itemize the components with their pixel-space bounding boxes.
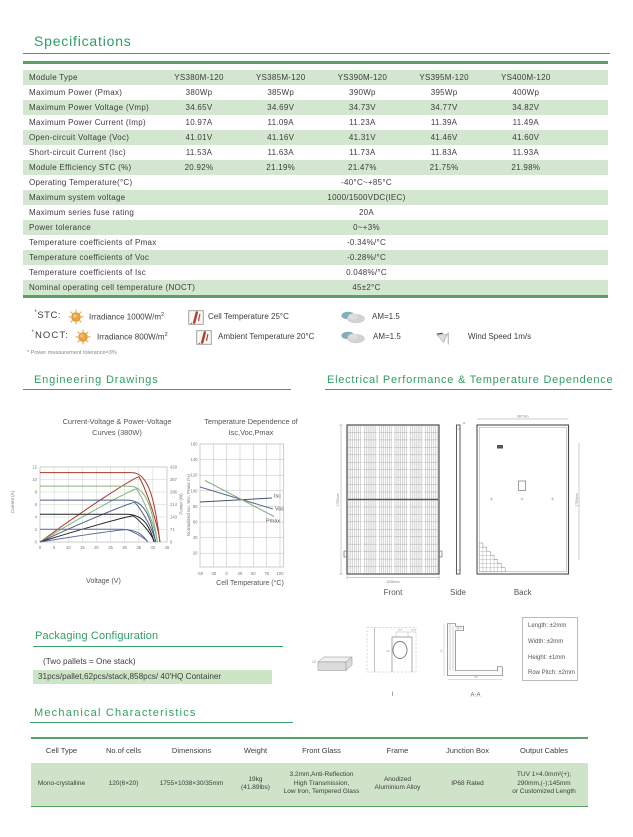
svg-text:60: 60 (193, 520, 198, 525)
svg-text:25: 25 (108, 545, 113, 550)
svg-text:-50: -50 (197, 571, 204, 576)
svg-text:143: 143 (170, 514, 178, 519)
svg-text:357: 357 (170, 477, 178, 482)
svg-text:120: 120 (191, 473, 199, 478)
svg-text:20: 20 (94, 545, 99, 550)
svg-text:20: 20 (193, 551, 198, 556)
svg-text:25: 25 (238, 571, 243, 576)
svg-text:140: 140 (191, 457, 199, 462)
svg-text:5.5: 5.5 (398, 628, 402, 632)
svg-text:100: 100 (276, 571, 284, 576)
svg-text:Current-Voltage & Power-Voltag: Current-Voltage & Power-Voltage (63, 417, 172, 426)
svg-text:Front: Front (384, 588, 403, 597)
svg-text:Pmax: Pmax (266, 519, 280, 525)
svg-text:0: 0 (225, 571, 228, 576)
svg-text:1755mm: 1755mm (575, 493, 579, 507)
svg-text:Back: Back (514, 588, 533, 597)
svg-text:987mm: 987mm (517, 415, 529, 419)
svg-text:30: 30 (122, 545, 127, 550)
svg-text:214: 214 (170, 502, 178, 507)
svg-text:429: 429 (170, 464, 178, 469)
svg-text:71: 71 (170, 527, 175, 532)
svg-text:Curves (380W): Curves (380W) (92, 428, 142, 437)
svg-text:12: 12 (312, 660, 316, 664)
svg-text:45: 45 (165, 545, 170, 550)
svg-text:Side: Side (450, 588, 467, 597)
svg-text:35: 35 (136, 545, 141, 550)
svg-text:50: 50 (251, 571, 256, 576)
svg-text:160: 160 (191, 442, 199, 447)
svg-text:8: 8 (35, 489, 38, 494)
svg-text:I: I (392, 692, 394, 698)
svg-text:286: 286 (170, 489, 178, 494)
svg-text:80: 80 (193, 504, 198, 509)
svg-text:10: 10 (32, 477, 37, 482)
svg-text:-25: -25 (210, 571, 217, 576)
svg-text:100: 100 (191, 488, 199, 493)
svg-text:Isc,Voc,Pmax: Isc,Voc,Pmax (229, 428, 274, 437)
svg-text:75: 75 (264, 571, 269, 576)
svg-text:Current (A): Current (A) (10, 490, 15, 513)
svg-text:56: 56 (474, 675, 478, 679)
svg-text:Normalized Isc, Voc, Pmax (%): Normalized Isc, Voc, Pmax (%) (186, 473, 191, 536)
svg-text:1038mm: 1038mm (386, 580, 400, 584)
svg-text:4: 4 (35, 514, 38, 519)
svg-text:2: 2 (35, 527, 38, 532)
svg-text:1755mm: 1755mm (336, 493, 340, 507)
svg-text:8.5: 8.5 (412, 628, 416, 632)
svg-text:Voc: Voc (275, 507, 284, 513)
svg-text:0: 0 (39, 545, 42, 550)
svg-text:Cell Temperature (°C): Cell Temperature (°C) (216, 579, 284, 587)
svg-text:12: 12 (32, 464, 37, 469)
svg-text:30: 30 (386, 649, 390, 653)
svg-text:0: 0 (170, 539, 173, 544)
svg-text:0: 0 (35, 539, 38, 544)
svg-text:Isc: Isc (274, 494, 281, 500)
svg-text:35: 35 (440, 649, 444, 653)
svg-text:40: 40 (193, 535, 198, 540)
svg-text:40: 40 (151, 545, 156, 550)
svg-text:5: 5 (53, 545, 56, 550)
svg-text:6: 6 (35, 502, 38, 507)
svg-text:Power (W): Power (W) (179, 493, 184, 515)
svg-text:10: 10 (66, 545, 71, 550)
svg-text:A-A: A-A (470, 693, 480, 699)
svg-text:a: a (463, 421, 465, 425)
svg-text:Temperature Dependence of: Temperature Dependence of (204, 417, 299, 426)
svg-text:Voltage (V): Voltage (V) (86, 578, 121, 585)
svg-text:15: 15 (80, 545, 85, 550)
